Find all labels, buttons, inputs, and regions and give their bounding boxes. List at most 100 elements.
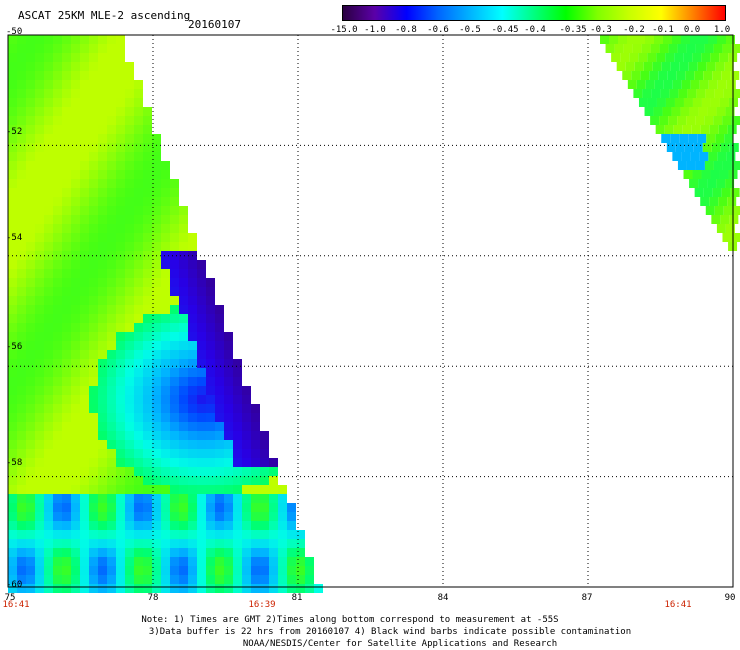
data-cell: [62, 467, 71, 476]
data-cell: [278, 521, 287, 530]
data-cell: [35, 332, 44, 341]
data-cell: [53, 152, 62, 161]
data-cell: [704, 161, 714, 170]
data-cell: [143, 440, 152, 449]
data-cell: [44, 62, 53, 71]
data-cell: [125, 485, 134, 494]
data-cell: [134, 188, 143, 197]
data-cell: [170, 404, 179, 413]
data-cell: [215, 575, 224, 584]
data-cell: [107, 296, 116, 305]
data-cell: [260, 557, 269, 566]
data-cell: [710, 53, 720, 62]
data-cell: [206, 314, 215, 323]
data-cell: [287, 503, 296, 512]
data-cell: [706, 62, 716, 71]
data-cell: [44, 584, 53, 593]
data-cell: [179, 332, 188, 341]
data-cell: [720, 215, 730, 224]
data-cell: [107, 530, 116, 539]
data-cell: [260, 467, 269, 476]
data-cell: [26, 359, 35, 368]
data-cell: [703, 188, 713, 197]
data-cell: [143, 332, 152, 341]
data-cell: [35, 224, 44, 233]
data-cell: [710, 170, 720, 179]
data-cell: [143, 521, 152, 530]
data-cell: [161, 296, 170, 305]
data-cell: [80, 224, 89, 233]
data-cell: [690, 80, 700, 89]
data-cell: [224, 539, 233, 548]
data-cell: [8, 107, 17, 116]
data-cell: [699, 152, 709, 161]
data-cell: [224, 341, 233, 350]
data-cell: [62, 368, 71, 377]
data-cell: [170, 413, 179, 422]
data-cell: [224, 368, 233, 377]
data-cell: [305, 566, 314, 575]
data-cell: [62, 512, 71, 521]
data-cell: [179, 233, 188, 242]
data-cell: [125, 278, 134, 287]
data-cell: [125, 449, 134, 458]
data-cell: [161, 323, 170, 332]
data-cell: [206, 404, 215, 413]
data-cell: [53, 278, 62, 287]
data-cell: [107, 179, 116, 188]
data-cell: [71, 512, 80, 521]
data-cell: [80, 449, 89, 458]
data-cell: [188, 503, 197, 512]
data-cell: [98, 260, 107, 269]
data-cell: [35, 44, 44, 53]
data-cell: [665, 53, 675, 62]
data-cell: [233, 530, 242, 539]
data-cell: [62, 62, 71, 71]
data-cell: [98, 449, 107, 458]
data-cell: [107, 152, 116, 161]
data-cell: [35, 98, 44, 107]
data-cell: [125, 260, 134, 269]
data-cell: [224, 566, 233, 575]
data-cell: [188, 296, 197, 305]
data-cell: [8, 305, 17, 314]
data-cell: [170, 224, 179, 233]
data-cell: [26, 80, 35, 89]
data-cell: [26, 179, 35, 188]
data-cell: [260, 476, 269, 485]
data-cell: [8, 350, 17, 359]
data-cell: [287, 557, 296, 566]
data-cell: [80, 305, 89, 314]
data-cell: [269, 557, 278, 566]
data-cell: [17, 467, 26, 476]
data-cell: [732, 89, 740, 98]
data-cell: [224, 404, 233, 413]
data-cell: [215, 332, 224, 341]
data-cell: [71, 134, 80, 143]
data-cell: [17, 116, 26, 125]
data-cell: [179, 260, 188, 269]
data-cell: [161, 251, 170, 260]
data-cell: [625, 62, 635, 71]
data-cell: [17, 80, 26, 89]
data-cell: [80, 503, 89, 512]
data-cell: [35, 431, 44, 440]
data-cell: [134, 404, 143, 413]
data-cell: [80, 116, 89, 125]
data-cell: [116, 449, 125, 458]
data-cell: [134, 296, 143, 305]
data-cell: [80, 440, 89, 449]
data-cell: [152, 521, 161, 530]
data-cell: [682, 125, 692, 134]
data-cell: [251, 521, 260, 530]
data-cell: [8, 278, 17, 287]
data-cell: [35, 521, 44, 530]
data-cell: [188, 530, 197, 539]
data-cell: [80, 44, 89, 53]
data-cell: [8, 89, 17, 98]
data-cell: [215, 485, 224, 494]
lat-label: -60: [6, 580, 23, 590]
data-cell: [53, 332, 62, 341]
data-cell: [80, 485, 89, 494]
data-cell: [98, 557, 107, 566]
